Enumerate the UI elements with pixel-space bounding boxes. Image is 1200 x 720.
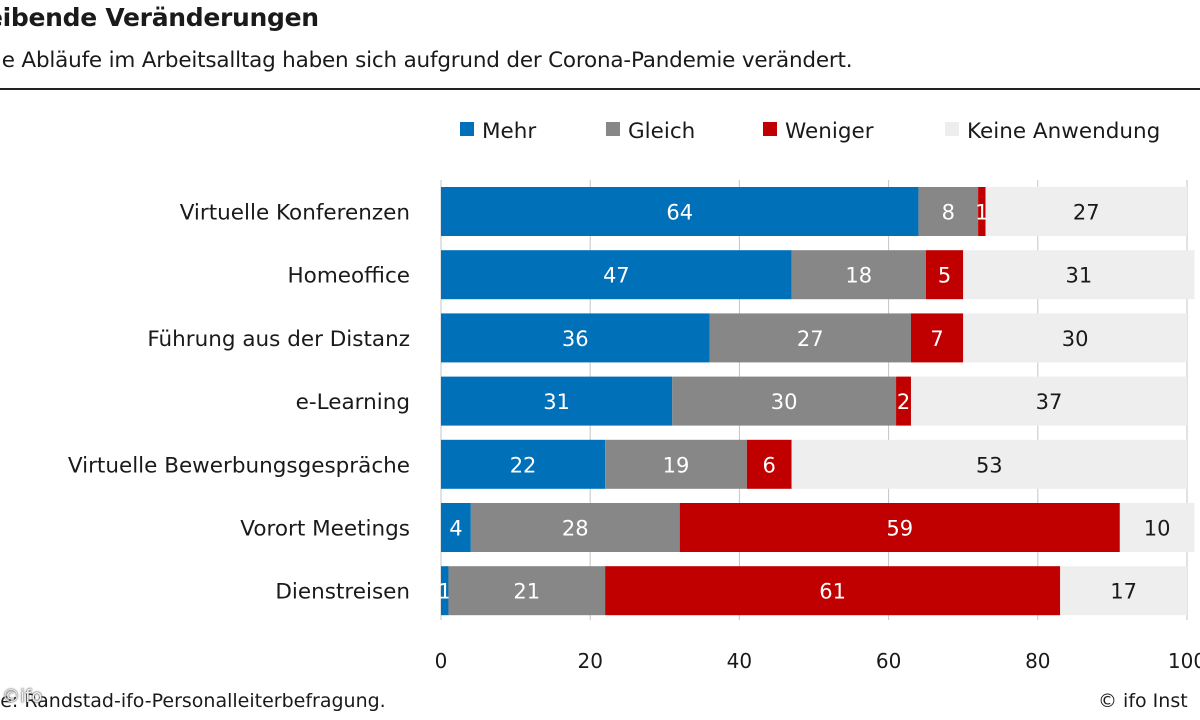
data-label-vorort-meetings-mehr: 4: [449, 517, 462, 541]
watermark: ©ifo: [2, 686, 43, 707]
bar-e-learning-keine-anwendung: [910, 376, 1187, 426]
bar-homeoffice-mehr: [441, 250, 792, 300]
x-axis-ticks: 0 20 40 60 80 100: [435, 649, 1200, 673]
data-label-virtuelle-bewerbungsgespräche-keine-anwendung: 53: [976, 453, 1003, 477]
x-tick-label-60: 60: [876, 649, 901, 673]
data-label-führung-aus-der-distanz-keine-anwendung: 30: [1062, 327, 1089, 351]
bar-virtuelle-bewerbungsgespräche-weniger: [746, 439, 792, 489]
bar-dienstreisen-mehr: [441, 566, 449, 616]
bar-dienstreisen-gleich: [448, 566, 606, 616]
chart-legend: Mehr Gleich Weniger Keine Anwendung: [460, 119, 1160, 144]
data-label-führung-aus-der-distanz-gleich: 27: [797, 327, 824, 351]
data-label-dienstreisen-gleich: 21: [513, 580, 540, 604]
data-label-virtuelle-konferenzen-weniger: 1: [975, 201, 988, 225]
bar-homeoffice-gleich: [791, 250, 926, 300]
category-label-virtuelle-bewerbungsgespräche: Virtuelle Bewerbungsgespräche: [68, 453, 410, 478]
data-label-dienstreisen-weniger: 61: [819, 580, 846, 604]
data-label-dienstreisen-mehr: 1: [438, 580, 451, 604]
bar-vorort-meetings-weniger: [679, 503, 1120, 552]
category-label-vorort-meetings: Vorort Meetings: [240, 517, 410, 542]
data-label-dienstreisen-keine-anwendung: 17: [1110, 580, 1137, 604]
data-label-vorort-meetings-gleich: 28: [562, 517, 589, 541]
bar-homeoffice-keine-anwendung: [963, 250, 1195, 300]
bar-vorort-meetings-mehr: [441, 503, 471, 552]
title-divider: [0, 88, 1200, 90]
x-tick-label-20: 20: [577, 649, 602, 673]
legend-label-mehr: Mehr: [482, 119, 536, 144]
bar-e-learning-weniger: [896, 376, 911, 426]
data-label-homeoffice-gleich: 18: [845, 264, 872, 288]
bar-virtuelle-konferenzen-keine-anwendung: [985, 187, 1187, 236]
bar-vorort-meetings-keine-anwendung: [1119, 503, 1195, 552]
x-tick-label-100: 100: [1168, 649, 1200, 673]
category-label-homeoffice: Homeoffice: [288, 264, 410, 289]
data-label-führung-aus-der-distanz-weniger: 7: [930, 327, 943, 351]
data-label-e-learning-keine-anwendung: 37: [1036, 390, 1063, 414]
chart-subtitle: le Abläufe im Arbeitsalltag haben sich a…: [0, 48, 853, 73]
legend-label-weniger: Weniger: [785, 119, 874, 144]
bar-führung-aus-der-distanz-weniger: [910, 313, 964, 363]
bar-führung-aus-der-distanz-mehr: [441, 313, 710, 363]
data-label-homeoffice-weniger: 5: [938, 264, 951, 288]
legend-swatch-keine-anwendung: [945, 122, 959, 136]
legend-swatch-gleich: [606, 122, 620, 136]
bar-virtuelle-bewerbungsgespräche-gleich: [605, 439, 747, 489]
category-label-dienstreisen: Dienstreisen: [275, 580, 410, 605]
category-labels: Virtuelle Konferenzen Homeoffice Führung a…: [68, 201, 410, 605]
bar-homeoffice-weniger: [925, 250, 964, 300]
bar-virtuelle-bewerbungsgespräche-mehr: [441, 439, 606, 489]
category-label-führung-aus-der-distanz: Führung aus der Distanz: [147, 327, 410, 352]
bar-virtuelle-konferenzen-gleich: [918, 187, 979, 236]
data-label-e-learning-gleich: 30: [771, 390, 798, 414]
data-label-virtuelle-konferenzen-mehr: 64: [666, 201, 693, 225]
x-tick-label-40: 40: [727, 649, 752, 673]
data-label-virtuelle-konferenzen-keine-anwendung: 27: [1073, 201, 1100, 225]
data-label-e-learning-mehr: 31: [543, 390, 570, 414]
data-label-vorort-meetings-weniger: 59: [886, 517, 913, 541]
source-note: elle: Randstad-ifo-Personalleiterbefragu…: [0, 690, 386, 712]
bar-virtuelle-konferenzen-mehr: [441, 187, 919, 236]
category-label-e-learning: e-Learning: [296, 390, 410, 415]
data-label-vorort-meetings-keine-anwendung: 10: [1144, 517, 1171, 541]
bar-e-learning-mehr: [441, 376, 673, 426]
data-label-virtuelle-konferenzen-gleich: 8: [942, 201, 955, 225]
data-label-virtuelle-bewerbungsgespräche-mehr: 22: [510, 453, 537, 477]
data-label-virtuelle-bewerbungsgespräche-gleich: 19: [663, 453, 690, 477]
data-label-homeoffice-mehr: 47: [603, 264, 630, 288]
bar-e-learning-gleich: [672, 376, 897, 426]
bar-dienstreisen-keine-anwendung: [1060, 566, 1187, 616]
data-label-homeoffice-keine-anwendung: 31: [1065, 264, 1092, 288]
bar-dienstreisen-weniger: [605, 566, 1061, 616]
chart-title: eibende Veränderungen: [0, 3, 319, 32]
legend-label-gleich: Gleich: [628, 119, 695, 144]
bar-virtuelle-konferenzen-weniger: [978, 187, 986, 236]
bar-führung-aus-der-distanz-gleich: [709, 313, 911, 363]
bar-vorort-meetings-gleich: [470, 503, 680, 552]
category-label-virtuelle-konferenzen: Virtuelle Konferenzen: [180, 201, 410, 226]
bar-virtuelle-bewerbungsgespräche-keine-anwendung: [791, 439, 1187, 489]
copyright-credit: © ifo Inst: [1098, 690, 1188, 712]
legend-label-keine-anwendung: Keine Anwendung: [967, 119, 1160, 144]
x-tick-label-0: 0: [435, 649, 448, 673]
data-label-führung-aus-der-distanz-mehr: 36: [562, 327, 589, 351]
data-label-e-learning-weniger: 2: [897, 390, 910, 414]
legend-swatch-weniger: [763, 122, 777, 136]
data-label-virtuelle-bewerbungsgespräche-weniger: 6: [763, 453, 776, 477]
bar-führung-aus-der-distanz-keine-anwendung: [963, 313, 1187, 363]
legend-swatch-mehr: [460, 122, 474, 136]
x-tick-label-80: 80: [1025, 649, 1050, 673]
